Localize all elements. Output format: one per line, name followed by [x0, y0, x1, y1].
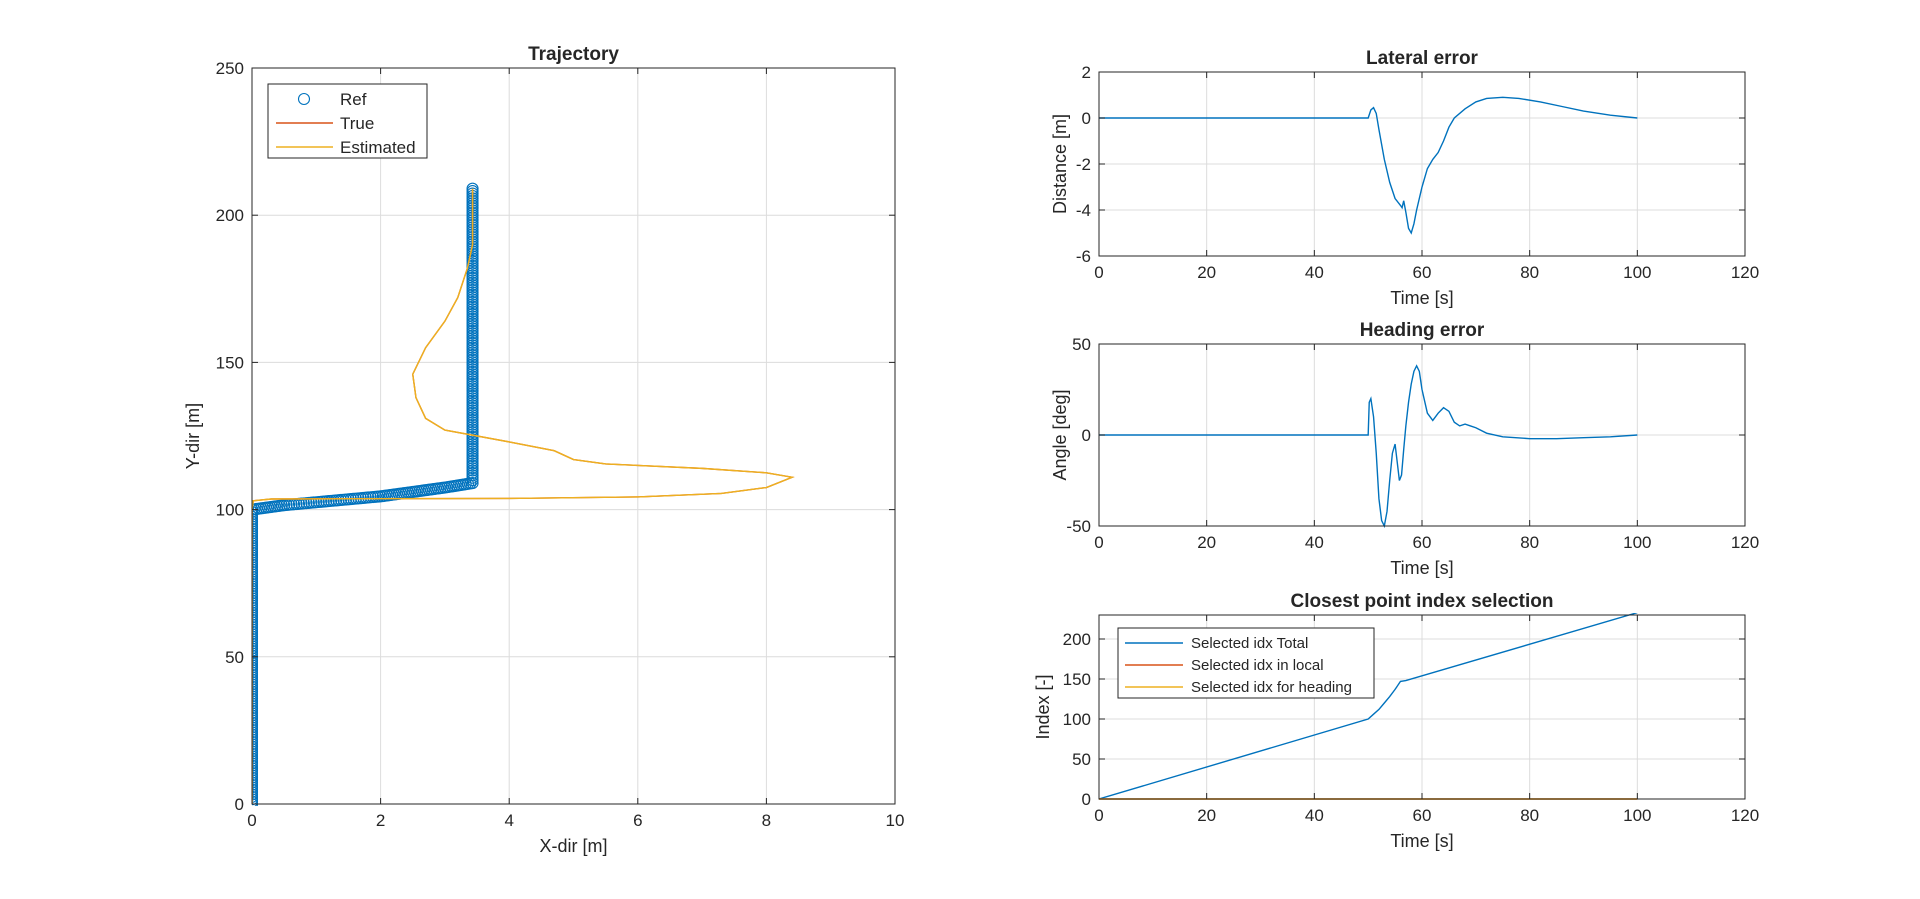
y-tick-label: -4 — [1076, 201, 1091, 220]
y-tick-label: 0 — [1082, 790, 1091, 809]
x-tick-label: 60 — [1413, 263, 1432, 282]
y-axis-label: Distance [m] — [1050, 114, 1070, 214]
x-tick-label: 2 — [376, 811, 385, 830]
y-tick-label: -2 — [1076, 155, 1091, 174]
x-tick-label: 100 — [1623, 533, 1651, 552]
axes-frame — [251, 67, 896, 805]
y-tick-label: 50 — [225, 648, 244, 667]
x-tick-label: 0 — [247, 811, 256, 830]
x-tick-label: 40 — [1305, 533, 1324, 552]
y-tick-label: 50 — [1072, 750, 1091, 769]
x-tick-label: 0 — [1094, 263, 1103, 282]
y-tick-label: -50 — [1066, 517, 1091, 536]
x-tick-label: 8 — [762, 811, 771, 830]
chart-title: Trajectory — [528, 44, 619, 65]
y-tick-label: 200 — [1063, 630, 1091, 649]
y-tick-label: -6 — [1076, 247, 1091, 266]
y-tick-label: 150 — [216, 353, 244, 372]
legend-label: Ref — [340, 90, 367, 109]
y-axis-label: Angle [deg] — [1050, 389, 1070, 480]
y-tick-label: 0 — [1082, 426, 1091, 445]
x-tick-label: 80 — [1520, 533, 1539, 552]
x-axis-label: Time [s] — [1390, 288, 1453, 308]
subplot-1: 0 20 40 60 80 100 120 -6 -4 -2 0 2 Lateral error Time… — [1050, 48, 1759, 308]
x-tick-label: 0 — [1094, 806, 1103, 825]
x-tick-label: 4 — [504, 811, 513, 830]
x-tick-label: 80 — [1520, 263, 1539, 282]
legend-box — [267, 83, 428, 159]
x-tick-label: 100 — [1623, 263, 1651, 282]
legend-label: Selected idx for heading — [1191, 679, 1352, 696]
data-layer — [1099, 96, 1638, 235]
series-line-0 — [1099, 613, 1638, 800]
x-tick-label: 10 — [886, 811, 905, 830]
ref-marker — [466, 477, 479, 490]
legend-label: Selected idx Total — [1191, 635, 1308, 652]
x-tick-label: 20 — [1197, 263, 1216, 282]
y-tick-label: 50 — [1072, 335, 1091, 354]
x-tick-label: 40 — [1305, 263, 1324, 282]
chart-title: Heading error — [1360, 320, 1485, 341]
legend-label: Estimated — [340, 138, 416, 157]
y-tick-label: 100 — [1063, 710, 1091, 729]
series-line-0 — [1099, 96, 1638, 235]
y-axis-label: Index [-] — [1033, 674, 1053, 739]
y-tick-label: 0 — [235, 795, 244, 814]
y-tick-label: 200 — [216, 206, 244, 225]
legend-label: True — [340, 114, 374, 133]
x-tick-label: 60 — [1413, 533, 1432, 552]
data-layer — [1099, 364, 1638, 528]
x-axis-label: Time [s] — [1390, 558, 1453, 578]
chart-title: Lateral error — [1366, 48, 1479, 69]
x-tick-label: 100 — [1623, 806, 1651, 825]
series-line-2 — [252, 188, 795, 804]
legend-marker-ref — [297, 92, 311, 106]
data-layer — [252, 182, 795, 806]
x-tick-label: 120 — [1731, 806, 1759, 825]
x-tick-label: 20 — [1197, 806, 1216, 825]
x-tick-label: 120 — [1731, 263, 1759, 282]
legend: Selected idx Total Selected idx in local S… — [1117, 627, 1375, 699]
chart-title: Closest point index selection — [1291, 591, 1554, 612]
y-axis-label: Y-dir [m] — [183, 403, 203, 469]
y-tick-label: 0 — [1082, 109, 1091, 128]
legend-label: Selected idx in local — [1191, 657, 1324, 674]
x-tick-label: 20 — [1197, 533, 1216, 552]
y-tick-label: 150 — [1063, 670, 1091, 689]
y-tick-label: 100 — [216, 501, 244, 520]
series-ref-markers — [252, 182, 479, 806]
legend: Ref True Estimated — [267, 83, 428, 159]
x-axis-label: Time [s] — [1390, 831, 1453, 851]
x-tick-label: 6 — [633, 811, 642, 830]
subplot-3: 0 20 40 60 80 100 120 0 50 100 150 200 Closest point… — [1033, 591, 1759, 851]
x-tick-label: 80 — [1520, 806, 1539, 825]
x-axis-label: X-dir [m] — [539, 836, 607, 856]
x-tick-label: 40 — [1305, 806, 1324, 825]
x-tick-label: 0 — [1094, 533, 1103, 552]
series-line-0 — [1099, 364, 1638, 528]
x-tick-label: 60 — [1413, 806, 1432, 825]
y-tick-label: 250 — [216, 59, 244, 78]
y-tick-label: 2 — [1082, 63, 1091, 82]
x-tick-label: 120 — [1731, 533, 1759, 552]
